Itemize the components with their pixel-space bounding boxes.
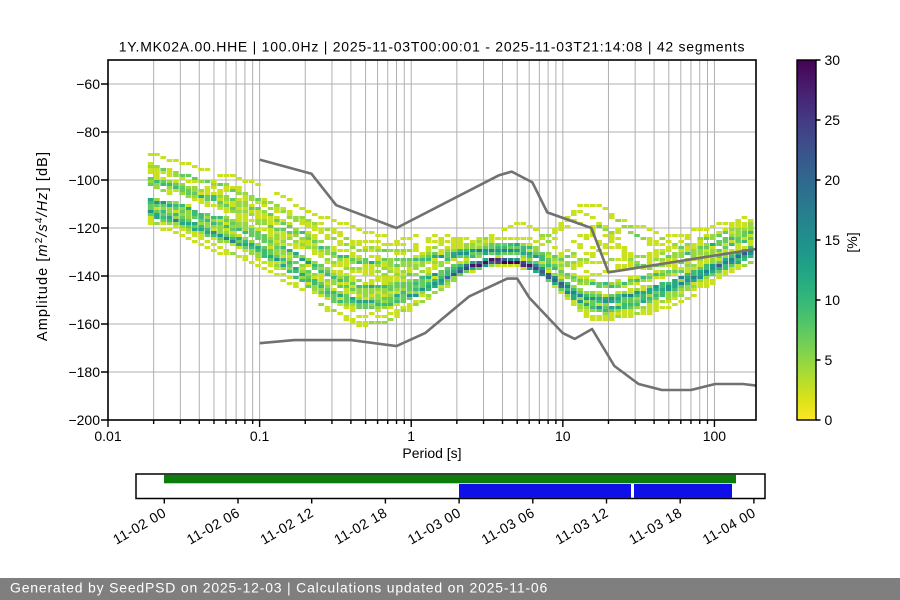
svg-text:0.01: 0.01 — [94, 428, 121, 444]
svg-text:100: 100 — [703, 428, 727, 444]
svg-text:20: 20 — [825, 172, 841, 188]
svg-text:−140: −140 — [68, 268, 100, 284]
svg-text:30: 30 — [825, 52, 841, 68]
svg-text:Generated by SeedPSD on 2025-1: Generated by SeedPSD on 2025-12-03 | Cal… — [10, 580, 548, 596]
svg-text:[%]: [%] — [844, 232, 860, 252]
svg-text:0.1: 0.1 — [250, 428, 270, 444]
svg-text:Amplitude [m2/s4/Hz] [dB]: Amplitude [m2/s4/Hz] [dB] — [34, 151, 51, 341]
svg-text:−180: −180 — [68, 364, 100, 380]
svg-text:5: 5 — [825, 352, 833, 368]
svg-text:0: 0 — [825, 412, 833, 428]
svg-text:10: 10 — [555, 428, 571, 444]
svg-text:−100: −100 — [68, 172, 100, 188]
svg-text:15: 15 — [825, 232, 841, 248]
svg-text:Period [s]: Period [s] — [402, 445, 461, 461]
svg-text:−80: −80 — [76, 124, 100, 140]
svg-text:10: 10 — [825, 292, 841, 308]
svg-text:−120: −120 — [68, 220, 100, 236]
svg-text:1Y.MK02A.00.HHE | 100.0Hz | 20: 1Y.MK02A.00.HHE | 100.0Hz | 2025-11-03T0… — [119, 39, 746, 55]
svg-text:−160: −160 — [68, 316, 100, 332]
svg-text:25: 25 — [825, 112, 841, 128]
svg-text:−200: −200 — [68, 412, 100, 428]
svg-text:1: 1 — [407, 428, 415, 444]
svg-text:−60: −60 — [76, 76, 100, 92]
